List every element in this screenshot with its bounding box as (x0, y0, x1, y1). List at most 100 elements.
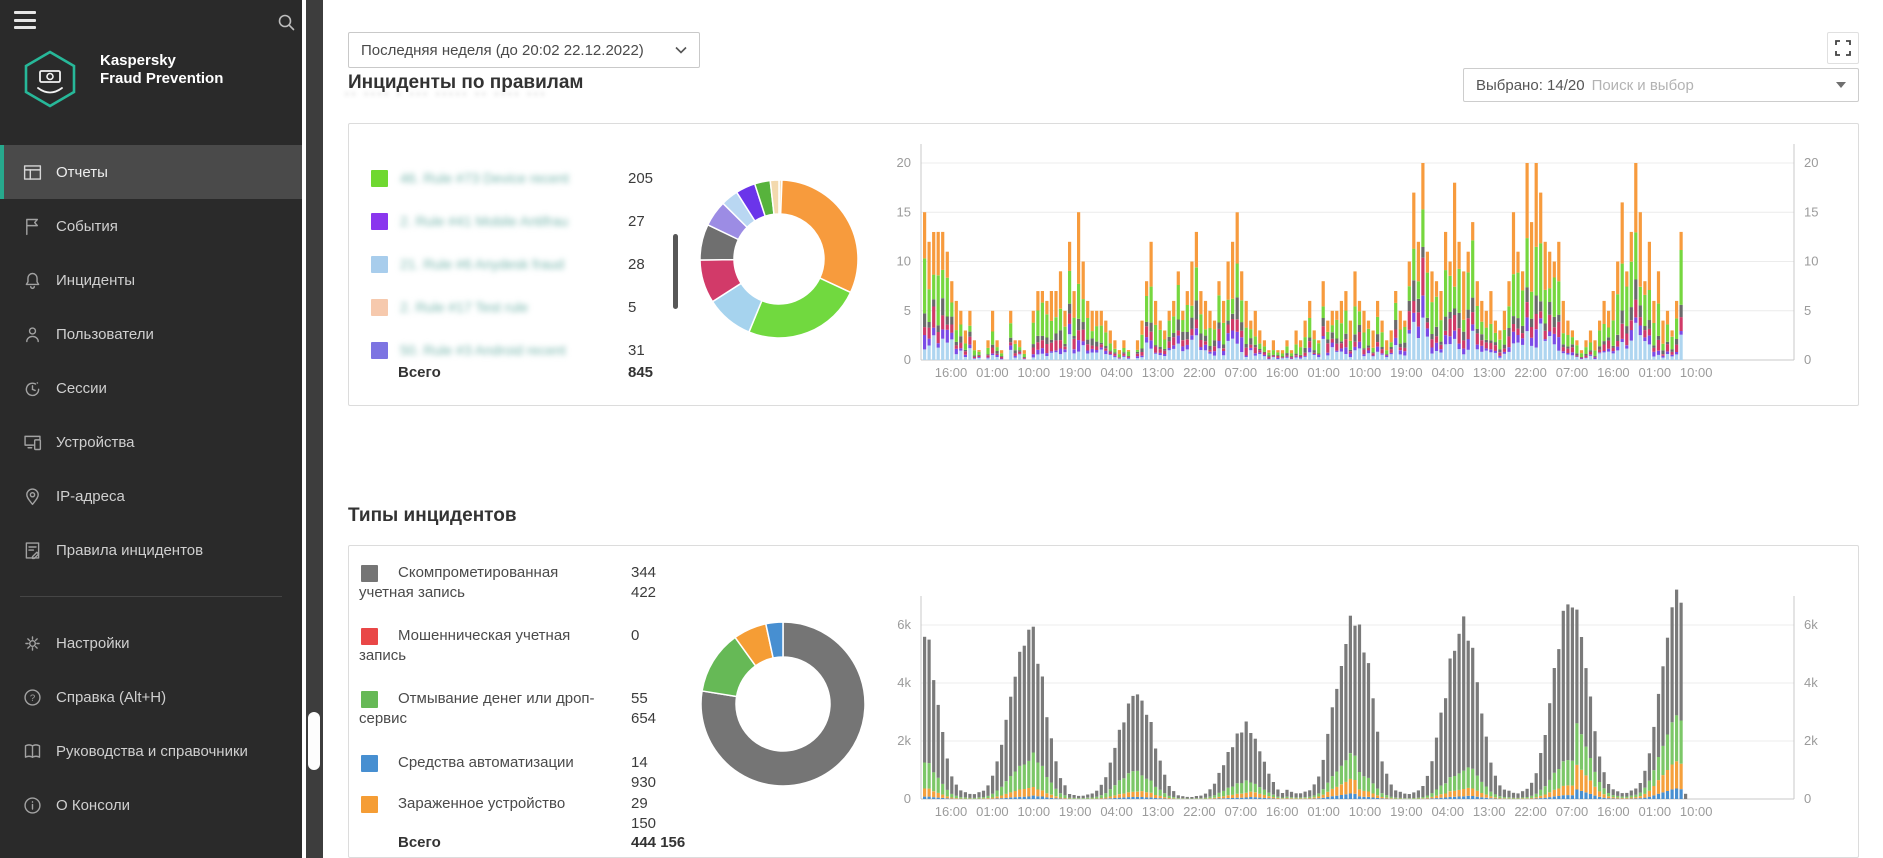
svg-text:13:00: 13:00 (1473, 804, 1506, 819)
svg-text:16:00: 16:00 (1266, 365, 1299, 380)
total-label: Всего (398, 363, 441, 381)
legend-swatch (371, 212, 388, 230)
svg-text:19:00: 19:00 (1059, 804, 1092, 819)
svg-text:6k: 6k (1804, 617, 1818, 632)
svg-text:?: ? (30, 693, 35, 704)
sidebar-item-ip-addresses[interactable]: IP-адреса (0, 469, 302, 523)
devices-icon (24, 435, 42, 450)
legend-row: 2. Rule #17 Test rule 5 (371, 297, 636, 317)
sidebar-item-about[interactable]: О Консоли (0, 778, 302, 832)
legend-value: 5 (628, 298, 637, 316)
legend-value: 31 (628, 341, 645, 359)
legend-label: Мошенническая учетная запись (359, 627, 571, 664)
legend-row: Средства автоматизации 14 930 (359, 753, 659, 791)
svg-text:10:00: 10:00 (1018, 804, 1051, 819)
sidebar-item-incident-rules[interactable]: Правила инцидентов (0, 523, 302, 577)
svg-text:0: 0 (1804, 352, 1811, 367)
redacted-breadcrumb: ·· ···· · ··· ····· ·· ···· ··· (345, 88, 548, 100)
sidebar-item-events[interactable]: События (0, 199, 302, 253)
sidebar-item-incidents[interactable]: Инциденты (0, 253, 302, 307)
legend-label: Отмывание денег или дроп-сервис (359, 690, 595, 727)
sidebar-item-devices[interactable]: Устройства (0, 415, 302, 469)
sidebar-item-label: IP-адреса (56, 487, 125, 505)
fullscreen-button[interactable] (1827, 32, 1859, 64)
legend-label-redacted: 46. Rule #73 Device recent (400, 170, 569, 186)
legend-row: Мошенническая учетная запись 0 (359, 626, 659, 666)
svg-text:13:00: 13:00 (1142, 365, 1175, 380)
svg-text:10:00: 10:00 (1349, 365, 1382, 380)
legend-label-redacted: 2. Rule #17 Test rule (400, 299, 529, 315)
legend-value: 27 (628, 212, 645, 230)
sidebar-divider (20, 596, 282, 597)
legend-value: 344 422 (631, 564, 657, 601)
legend-label: Зараженное устройство (398, 795, 566, 812)
sidebar-item-guides[interactable]: Руководства и справочники (0, 724, 302, 778)
legend-row: Отмывание денег или дроп-сервис 55 654 (359, 689, 659, 729)
search-icon[interactable] (276, 12, 296, 32)
sidebar-scrollbar-thumb[interactable] (308, 712, 320, 770)
rules-donut-chart (699, 179, 859, 339)
svg-text:07:00: 07:00 (1556, 804, 1589, 819)
svg-text:10:00: 10:00 (1680, 804, 1713, 819)
sidebar-item-help[interactable]: ? Справка (Alt+H) (0, 670, 302, 724)
sidebar-item-label: Настройки (56, 634, 130, 652)
user-icon (26, 326, 39, 342)
svg-text:07:00: 07:00 (1225, 365, 1258, 380)
legend-scrollbar-thumb[interactable] (673, 234, 678, 309)
sidebar-item-label: Справка (Alt+H) (56, 688, 167, 706)
sidebar-item-label: Инциденты (56, 271, 136, 289)
sidebar-item-reports[interactable]: Отчеты (0, 145, 302, 199)
sidebar-item-sessions[interactable]: Сессии (0, 361, 302, 415)
sidebar-item-label: Сессии (56, 379, 107, 397)
total-label: Всего (398, 834, 441, 851)
sidebar-item-settings[interactable]: Настройки (0, 616, 302, 670)
svg-text:16:00: 16:00 (935, 804, 968, 819)
rules-legend-total-row: Всего 845 (371, 362, 653, 382)
legend-value: 14 930 (631, 754, 657, 791)
sidebar-item-label: О Консоли (56, 796, 131, 814)
legend-value: 205 (628, 169, 654, 187)
legend-row: 2. Rule #41 Mobile Antifrau 27 (371, 211, 645, 231)
legend-value: 29 150 (631, 795, 657, 832)
svg-text:07:00: 07:00 (1556, 365, 1589, 380)
svg-text:04:00: 04:00 (1432, 804, 1465, 819)
svg-text:04:00: 04:00 (1432, 365, 1465, 380)
legend-label-redacted: 50. Rule #3 Android recent (400, 342, 566, 358)
svg-text:13:00: 13:00 (1142, 804, 1175, 819)
sidebar-item-label: Пользователи (56, 325, 154, 343)
svg-text:15: 15 (897, 204, 911, 219)
rules-search-placeholder: Поиск и выбор (1591, 76, 1694, 94)
clock-icon (25, 381, 40, 396)
chevron-down-icon (675, 46, 687, 54)
incidents-by-rules-card: 46. Rule #73 Device recent 205 2. Rule #41… (348, 123, 1859, 406)
svg-text:16:00: 16:00 (1266, 804, 1299, 819)
svg-text:5: 5 (1804, 303, 1811, 318)
time-range-select[interactable]: Последняя неделя (до 20:02 22.12.2022) (348, 32, 700, 68)
svg-text:22:00: 22:00 (1514, 365, 1547, 380)
svg-text:10:00: 10:00 (1349, 804, 1382, 819)
svg-text:04:00: 04:00 (1100, 804, 1133, 819)
sidebar-scrollbar-track[interactable] (306, 0, 323, 858)
legend-swatch (371, 169, 388, 187)
rules-multiselect[interactable]: Выбрано: 14/20 Поиск и выбор (1463, 68, 1859, 102)
legend-swatch (361, 628, 378, 645)
help-icon: ? (24, 688, 41, 706)
svg-text:01:00: 01:00 (1639, 365, 1672, 380)
sidebar-item-label: Правила инцидентов (56, 541, 204, 559)
svg-text:20: 20 (897, 155, 911, 170)
legend-swatch (361, 565, 378, 582)
book-icon (24, 743, 41, 758)
svg-text:04:00: 04:00 (1100, 365, 1133, 380)
legend-label-redacted: 2. Rule #41 Mobile Antifrau (400, 213, 569, 229)
hamburger-menu-icon[interactable] (14, 11, 36, 29)
time-range-label: Последняя неделя (до 20:02 22.12.2022) (361, 41, 644, 59)
svg-text:16:00: 16:00 (935, 365, 968, 380)
svg-text:01:00: 01:00 (1639, 804, 1672, 819)
types-donut-chart (700, 621, 866, 787)
svg-text:07:00: 07:00 (1225, 804, 1258, 819)
info-icon (24, 796, 41, 814)
sidebar-item-users[interactable]: Пользователи (0, 307, 302, 361)
rules-selected-count: Выбрано: 14/20 (1476, 76, 1585, 94)
svg-text:01:00: 01:00 (1307, 804, 1340, 819)
legend-label: Скомпрометированная учетная запись (359, 564, 559, 601)
